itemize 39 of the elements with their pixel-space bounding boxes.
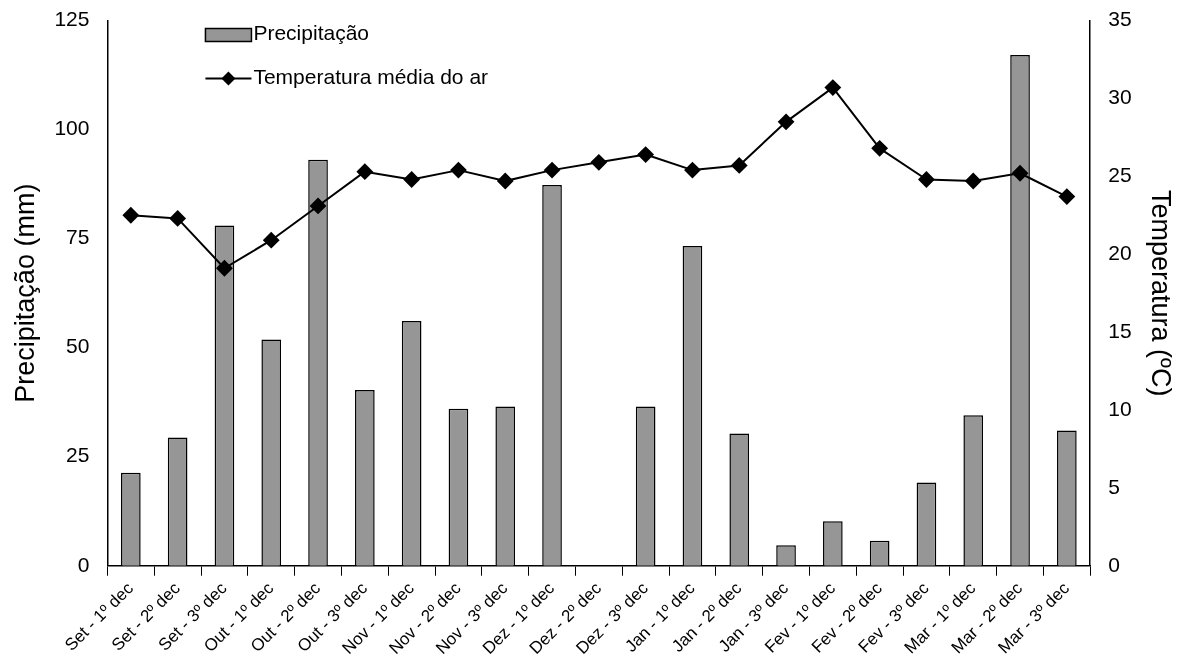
legend-label: Precipitação	[253, 21, 369, 45]
y2-tick-label: 15	[1108, 318, 1132, 342]
point	[965, 173, 982, 190]
point	[310, 197, 327, 214]
y-tick-label: 50	[66, 334, 90, 358]
y-axis-title: Precipitação (mm)	[9, 183, 40, 403]
point	[356, 163, 373, 180]
y2-tick-label: 10	[1108, 396, 1132, 420]
point	[731, 157, 748, 174]
point	[403, 171, 420, 188]
point	[122, 207, 139, 224]
legend-label: Temperatura média do ar	[253, 65, 489, 89]
y2-tick-label: 20	[1108, 241, 1132, 265]
y2-tick-label: 35	[1108, 7, 1132, 31]
point	[497, 173, 514, 190]
y-tick-label: 25	[66, 443, 90, 467]
point	[637, 146, 654, 163]
point	[871, 140, 888, 157]
y2-tick-label: 0	[1108, 552, 1120, 576]
point	[918, 171, 935, 188]
point	[450, 162, 467, 179]
y-tick-label: 0	[77, 552, 90, 576]
y2-axis-title: Temperatura (ºC)	[1146, 189, 1177, 397]
point	[263, 232, 280, 249]
point	[169, 210, 186, 227]
point	[1058, 188, 1075, 205]
y-tick-label: 100	[54, 116, 90, 140]
y2-tick-label: 25	[1108, 163, 1132, 187]
y2-tick-label: 30	[1108, 85, 1132, 109]
point	[590, 154, 607, 171]
y-tick-label: 75	[66, 225, 90, 249]
y2-tick-label: 5	[1108, 474, 1120, 498]
point	[684, 162, 701, 179]
y-tick-label: 125	[54, 7, 90, 31]
point	[544, 162, 561, 179]
point	[216, 260, 233, 277]
point	[778, 113, 795, 130]
point	[1012, 165, 1029, 182]
point	[824, 79, 841, 96]
